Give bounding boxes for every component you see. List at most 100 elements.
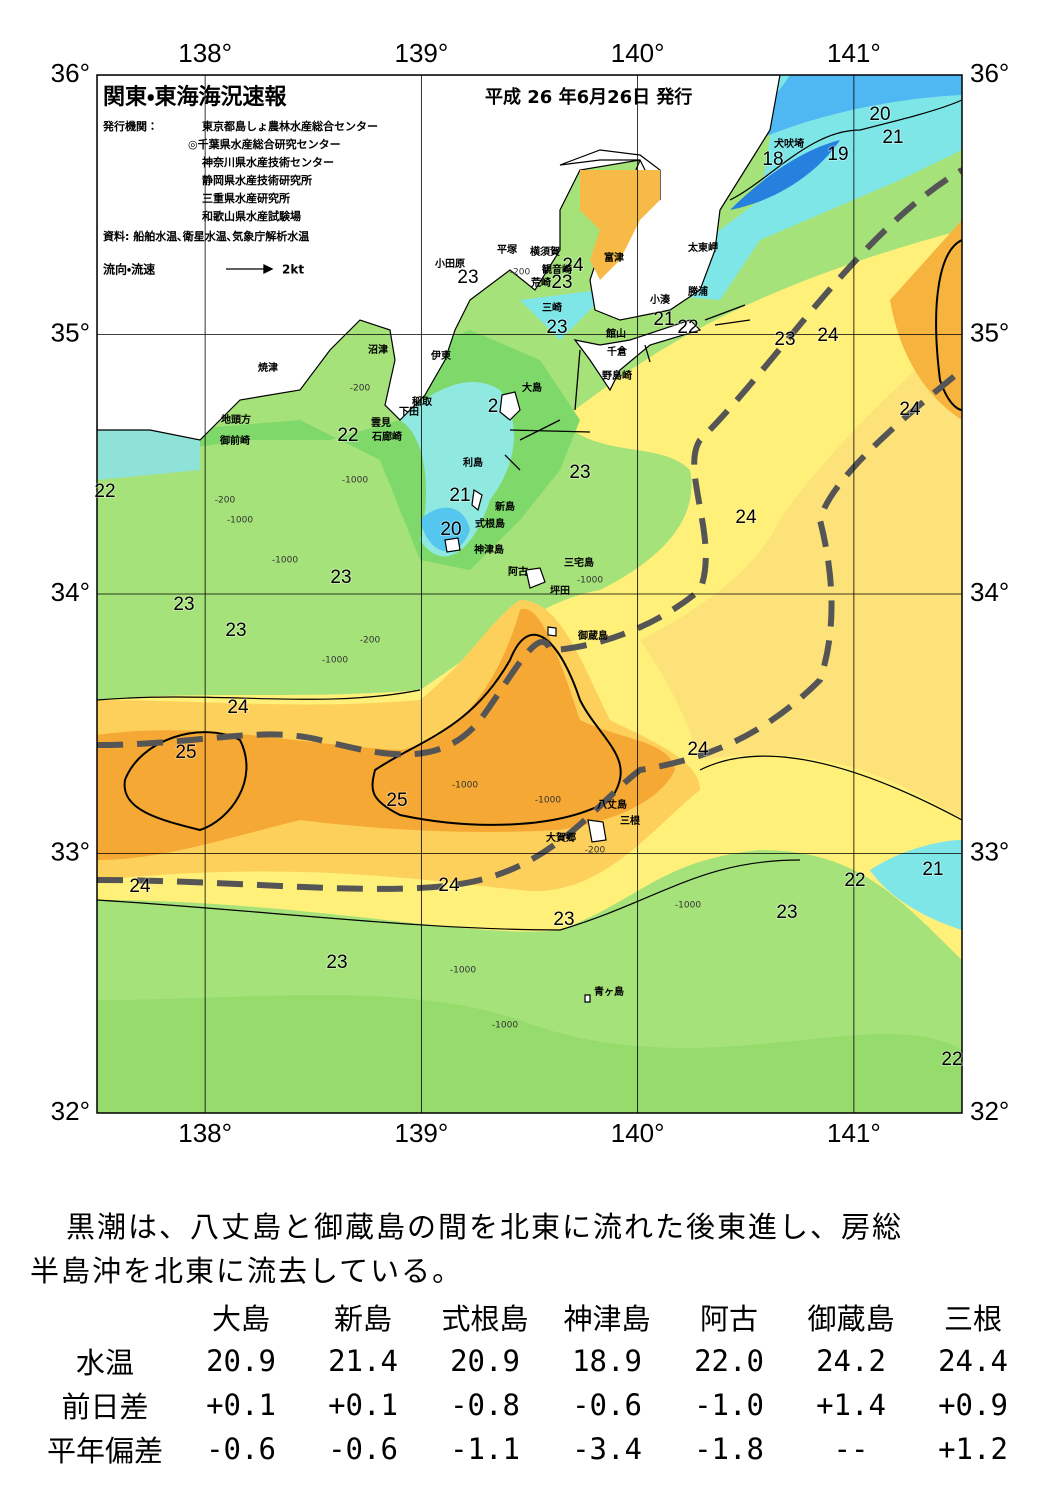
value-cell: -0.6 bbox=[206, 1432, 276, 1466]
current-arrows bbox=[226, 263, 751, 471]
place-name: 富津 bbox=[604, 251, 624, 264]
map: 138° 138° 139° 139° 140° 140° 141° 141° 32° 32° 33… bbox=[51, 38, 1010, 1148]
value-cell: +0.9 bbox=[938, 1388, 1008, 1422]
depth-label: -1000 bbox=[452, 781, 478, 791]
place-name: 犬吠埼 bbox=[774, 137, 804, 150]
contour-label: 22 bbox=[941, 1049, 962, 1070]
place-name: 館山 bbox=[605, 327, 626, 340]
y-tick-label: 32° bbox=[51, 1096, 90, 1126]
issuer: 和歌山県水産試験場 bbox=[202, 209, 301, 223]
x-tick-label: 138° bbox=[178, 38, 232, 68]
place-name: 神津島 bbox=[473, 543, 504, 556]
place-name: 下田 bbox=[399, 406, 419, 418]
contour-label: 23 bbox=[173, 594, 194, 615]
value-cell: 18.9 bbox=[572, 1344, 642, 1378]
place-name: 千倉 bbox=[607, 345, 628, 358]
column-header: 新島 bbox=[333, 1302, 392, 1336]
depth-label: -200 bbox=[585, 846, 606, 856]
contour-label: 25 bbox=[175, 742, 196, 763]
depth-label: -1000 bbox=[577, 576, 603, 586]
depth-label: -1000 bbox=[342, 476, 368, 486]
place-name: 平塚 bbox=[497, 243, 518, 256]
value-cell: +0.1 bbox=[206, 1388, 276, 1422]
contour-label: 20 bbox=[440, 519, 461, 540]
place-name: 野島崎 bbox=[602, 369, 632, 382]
depth-label: -1000 bbox=[322, 656, 348, 666]
contour-label: 24 bbox=[899, 399, 921, 420]
column-header: 神津島 bbox=[563, 1302, 651, 1336]
value-cell: +1.4 bbox=[816, 1388, 886, 1422]
contour-label: 24 bbox=[817, 325, 839, 346]
place-name: 石廊崎 bbox=[371, 430, 402, 443]
depth-label: -200 bbox=[510, 268, 531, 278]
place-name: 坪田 bbox=[550, 584, 570, 597]
issuer-label: 発行機関： bbox=[102, 119, 158, 133]
contour-label: 18 bbox=[762, 149, 783, 170]
x-tick-label: 139° bbox=[394, 38, 448, 68]
value-cell: 21.4 bbox=[328, 1344, 398, 1378]
land-highlight bbox=[580, 170, 660, 280]
contour-label: 23 bbox=[330, 567, 351, 588]
contour-label: 21 bbox=[922, 859, 943, 880]
issuer: 静岡県水産技術研究所 bbox=[202, 173, 312, 187]
place-name: 式根島 bbox=[475, 517, 505, 530]
contour-label: 20 bbox=[869, 104, 890, 125]
contour-label: 22 bbox=[677, 317, 698, 338]
contour-label: 24 bbox=[438, 875, 460, 896]
legend-scale: 2kt bbox=[282, 263, 304, 277]
contour-label: 21 bbox=[653, 309, 674, 330]
place-name: 三宅島 bbox=[564, 556, 594, 569]
depth-label: -200 bbox=[360, 636, 381, 646]
place-name: 三根 bbox=[620, 814, 641, 827]
issue-date: 平成 26 年6月26日 発行 bbox=[485, 86, 692, 108]
place-name: 阿古 bbox=[508, 565, 528, 578]
observation-table: 大島 新島 式根島 神津島 阿古 御蔵島 三根 水温 20.9 21.4 20.9 18.9 22.0 2… bbox=[30, 1295, 1034, 1471]
place-name: 八丈島 bbox=[597, 798, 627, 811]
contour-label: 23 bbox=[776, 902, 797, 923]
description: 黒潮は、八丈島と御蔵島の間を北東に流れた後東進し、房総 半島沖を北東に流去してい… bbox=[30, 1205, 903, 1293]
value-cell: -3.4 bbox=[572, 1432, 642, 1466]
place-name: 小田原 bbox=[434, 257, 465, 270]
column-header: 御蔵島 bbox=[807, 1302, 895, 1336]
place-name: 地頭方 bbox=[221, 413, 251, 426]
legend-label: 流向・流速 bbox=[103, 262, 155, 277]
place-name: 荒崎 bbox=[530, 276, 551, 289]
value-cell: -0.6 bbox=[328, 1432, 398, 1466]
x-tick-label: 140° bbox=[611, 1118, 665, 1148]
contour-label: 21 bbox=[449, 485, 470, 506]
value-cell: -0.6 bbox=[572, 1388, 642, 1422]
data-row: 平年偏差 -0.6 -0.6 -1.1 -3.4 -1.8 -- +1.2 bbox=[30, 1427, 1034, 1471]
data-row: 水温 20.9 21.4 20.9 18.9 22.0 24.2 24.4 bbox=[30, 1339, 1034, 1383]
column-header: 大島 bbox=[211, 1302, 270, 1336]
place-name: 大賀郷 bbox=[546, 831, 576, 844]
contour-label: 23 bbox=[225, 620, 246, 641]
issuer: 東京都島しょ農林水産総合センター bbox=[202, 119, 378, 133]
contour-label: 21 bbox=[882, 127, 903, 148]
map-title: 関東・東海海況速報 bbox=[103, 84, 287, 110]
y-tick-label: 34° bbox=[51, 577, 90, 607]
value-cell: 20.9 bbox=[450, 1344, 520, 1378]
depth-label: -1000 bbox=[535, 796, 561, 806]
depth-label: -1000 bbox=[450, 966, 476, 976]
contour-label: 23 bbox=[774, 329, 795, 350]
contour-label: 24 bbox=[735, 507, 757, 528]
y-tick-label: 36° bbox=[970, 58, 1009, 88]
issuer: ◎千葉県水産総合研究センター bbox=[188, 137, 341, 151]
place-name: 沼津 bbox=[368, 343, 388, 356]
y-tick-label: 34° bbox=[970, 577, 1009, 607]
contour-label: 23 bbox=[551, 272, 572, 293]
place-name: 観音崎 bbox=[542, 263, 572, 276]
y-tick-label: 36° bbox=[51, 58, 90, 88]
y-tick-label: 32° bbox=[970, 1096, 1009, 1126]
y-tick-label: 33° bbox=[51, 836, 90, 866]
x-tick-label: 139° bbox=[394, 1118, 448, 1148]
isotherms bbox=[97, 99, 962, 931]
place-name: 小湊 bbox=[649, 293, 671, 306]
place-name: 大島 bbox=[522, 381, 542, 394]
contour-label: 22 bbox=[94, 481, 115, 502]
place-name: 三崎 bbox=[542, 301, 562, 314]
place-name: 太東岬 bbox=[687, 241, 718, 254]
value-cell: +0.1 bbox=[328, 1388, 398, 1422]
